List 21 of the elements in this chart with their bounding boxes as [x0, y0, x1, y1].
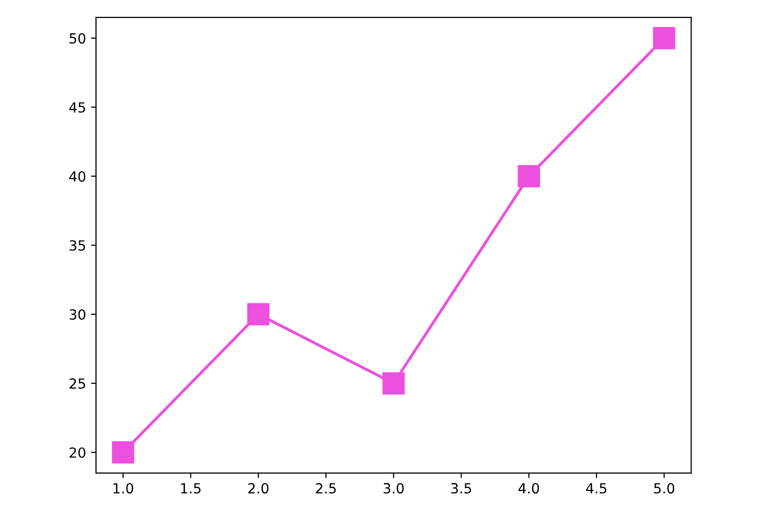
x-tick-label: 4.0 [518, 483, 539, 494]
point [247, 303, 270, 326]
y-tick-label: 30 [70, 309, 86, 320]
x-tick-label: 3.0 [384, 483, 404, 494]
x-tick-label: 3.5 [451, 483, 472, 494]
y-tick-label: 45 [69, 102, 86, 113]
y-tick-label: 35 [70, 240, 86, 251]
x-tick-label: 4.5 [586, 483, 606, 494]
point [653, 27, 676, 50]
x-tick-label: 1.5 [181, 483, 201, 494]
x-tick-label: 2.0 [248, 483, 268, 494]
y-tick-label: 40 [69, 171, 86, 182]
point [112, 441, 134, 464]
point [518, 165, 540, 188]
x-tick-label: 5.0 [654, 483, 674, 494]
y-tick-label: 50 [70, 33, 86, 44]
point [382, 372, 405, 394]
y-tick-label: 20 [70, 447, 86, 458]
x-tick-label: 2.5 [316, 483, 336, 494]
x-tick-label: 1.0 [114, 483, 134, 494]
y-tick-label: 25 [70, 378, 86, 389]
